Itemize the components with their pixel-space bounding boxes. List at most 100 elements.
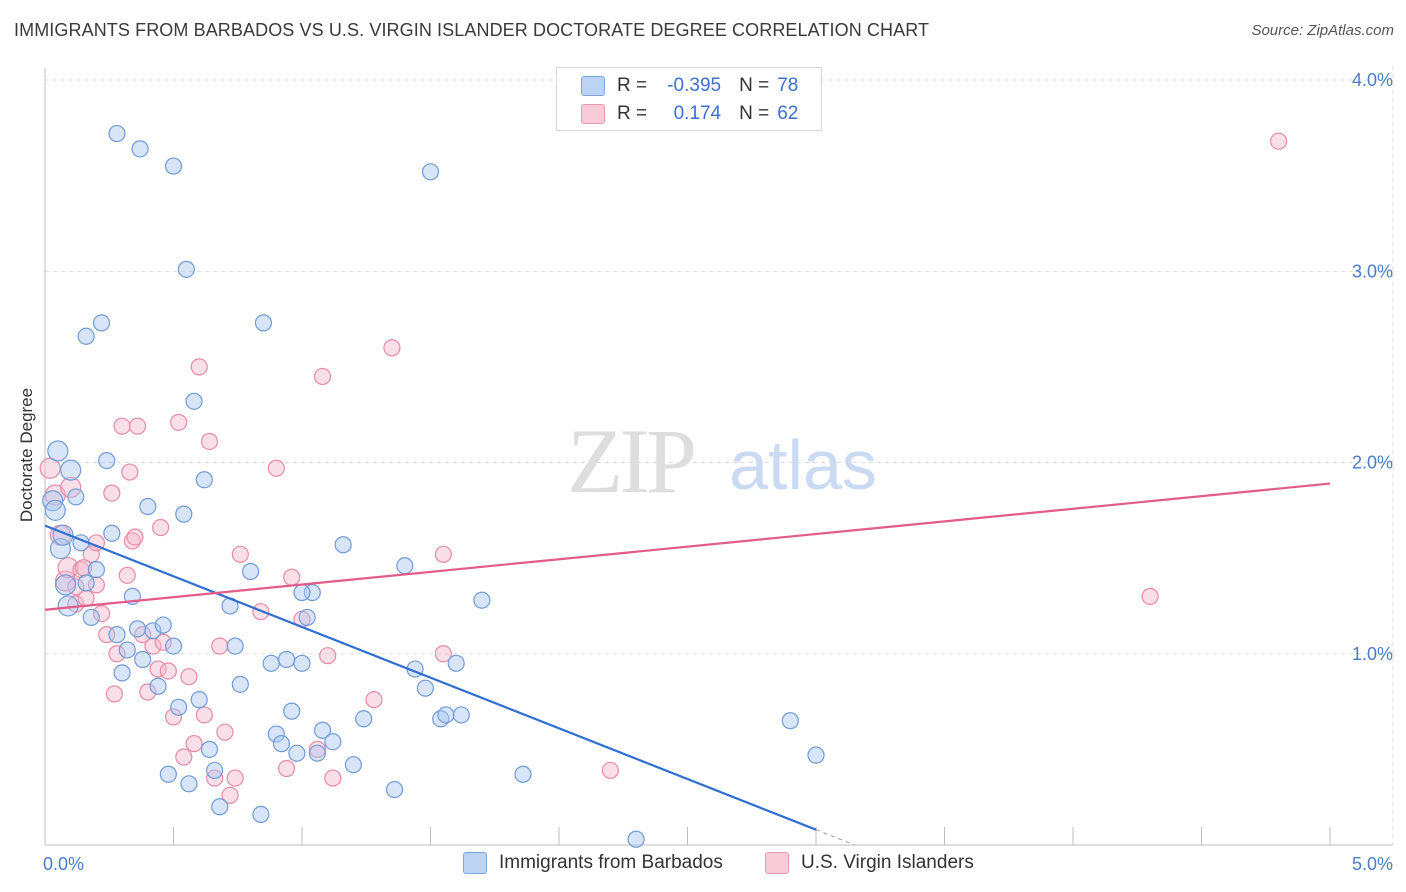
data-point xyxy=(601,761,620,780)
data-point xyxy=(383,339,401,357)
data-point xyxy=(159,662,177,680)
data-point xyxy=(277,650,296,669)
data-point xyxy=(1141,587,1159,605)
legend-n-value: 78 xyxy=(777,75,799,96)
data-point xyxy=(313,721,332,739)
data-point xyxy=(113,664,131,682)
data-point xyxy=(206,761,224,780)
data-point xyxy=(267,459,285,477)
data-point xyxy=(92,314,111,332)
data-point xyxy=(385,780,404,799)
data-point xyxy=(47,440,69,462)
trend-line-extension xyxy=(815,829,855,846)
data-point xyxy=(149,660,167,678)
y-axis-label: Doctorate Degree xyxy=(17,388,36,522)
data-point xyxy=(195,706,213,724)
data-point xyxy=(324,769,342,787)
legend-swatch-barbados xyxy=(581,76,605,96)
data-point xyxy=(144,637,162,655)
watermark: ZIP atlas xyxy=(567,410,877,512)
trend-line-virgin-islanders xyxy=(44,482,1331,611)
data-point xyxy=(164,637,183,655)
data-point xyxy=(121,463,139,481)
data-point xyxy=(324,733,342,751)
data-point xyxy=(118,641,136,659)
data-point xyxy=(87,560,106,579)
series-swatch-barbados xyxy=(463,852,487,874)
data-point xyxy=(627,830,645,848)
data-point xyxy=(77,327,95,345)
data-point xyxy=(334,536,352,554)
data-point xyxy=(231,545,249,563)
data-point xyxy=(175,748,193,766)
data-point xyxy=(92,604,111,623)
series-legend: Immigrants from Barbados U.S. Virgin Isl… xyxy=(0,852,1406,878)
data-point xyxy=(272,735,291,753)
series-label-virgin-islanders: U.S. Virgin Islanders xyxy=(801,852,974,873)
x-tick-label: 5.0% xyxy=(1352,854,1393,874)
data-point xyxy=(396,557,414,575)
data-point xyxy=(154,616,172,634)
grid-lines xyxy=(45,66,1394,845)
watermark-zip: ZIP xyxy=(567,410,694,512)
data-point xyxy=(242,562,260,581)
data-point xyxy=(180,775,198,793)
data-point xyxy=(175,505,193,523)
data-point xyxy=(185,735,203,753)
y-tick-label: 3.0% xyxy=(1352,261,1393,281)
data-point xyxy=(211,637,229,655)
legend-n-label: N = xyxy=(739,75,770,96)
data-point xyxy=(283,702,301,720)
data-point xyxy=(211,798,229,816)
data-point xyxy=(190,691,208,709)
data-point xyxy=(298,608,316,627)
data-point xyxy=(200,740,219,758)
data-point xyxy=(283,568,301,586)
data-point xyxy=(416,679,434,697)
data-point xyxy=(195,471,213,489)
data-point xyxy=(185,392,203,410)
data-point xyxy=(128,620,147,638)
data-point xyxy=(139,497,157,516)
data-point xyxy=(67,488,85,506)
data-point xyxy=(226,637,244,655)
trend-lines xyxy=(44,482,1331,846)
data-point xyxy=(437,706,455,724)
data-point xyxy=(781,712,799,730)
series-legend-barbados: Immigrants from Barbados xyxy=(463,852,723,874)
data-point xyxy=(128,417,147,435)
data-point xyxy=(421,163,440,181)
series-points-barbados xyxy=(42,124,825,848)
data-point xyxy=(262,654,280,672)
data-point xyxy=(180,668,198,686)
data-point xyxy=(170,698,188,716)
legend-r-value: -0.395 xyxy=(667,75,722,96)
data-point xyxy=(313,367,332,386)
data-point xyxy=(267,725,285,743)
data-point xyxy=(344,756,362,774)
data-point xyxy=(82,608,100,627)
legend-swatch-virgin-islanders xyxy=(581,104,605,124)
data-point xyxy=(277,759,296,778)
data-point xyxy=(1269,132,1288,150)
data-point xyxy=(103,484,121,502)
series-points-virgin-islanders xyxy=(39,132,1288,804)
chart-title: IMMIGRANTS FROM BARBADOS VS U.S. VIRGIN … xyxy=(14,20,930,40)
data-point xyxy=(54,574,77,596)
data-point xyxy=(293,654,311,672)
data-point xyxy=(108,124,126,143)
data-point xyxy=(221,786,239,804)
series-legend-virgin-islanders: U.S. Virgin Islanders xyxy=(765,852,974,874)
data-point xyxy=(154,633,172,651)
data-point xyxy=(473,591,491,609)
legend-r-label: R = xyxy=(617,103,648,124)
y-tick-label: 2.0% xyxy=(1352,453,1393,473)
data-point xyxy=(60,476,82,498)
legend-r-label: R = xyxy=(617,75,648,96)
data-point xyxy=(252,805,270,824)
data-point xyxy=(159,765,177,783)
data-point xyxy=(108,626,126,644)
data-point xyxy=(231,675,249,693)
data-point xyxy=(134,650,152,669)
